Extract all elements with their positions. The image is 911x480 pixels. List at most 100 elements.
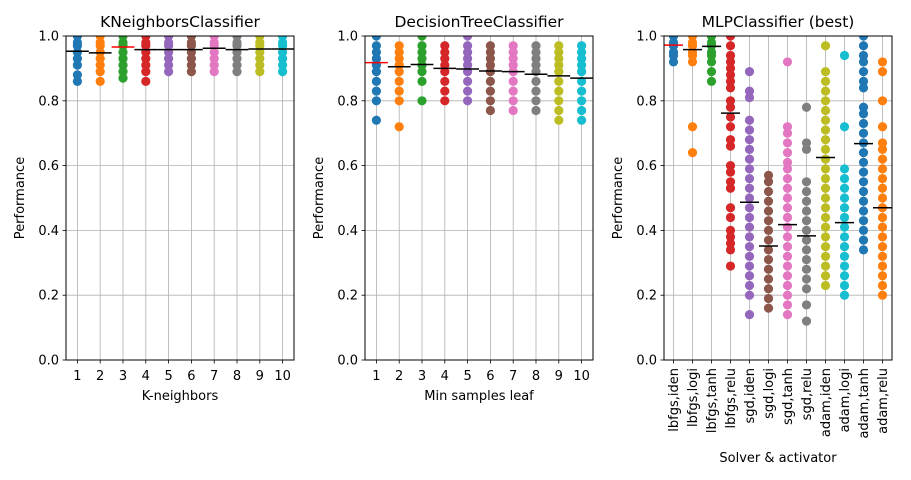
data-point xyxy=(463,60,473,70)
x-tick-label: 5 xyxy=(463,369,471,384)
data-point xyxy=(820,115,831,125)
data-point xyxy=(820,96,831,106)
data-point xyxy=(782,164,793,174)
data-point xyxy=(371,54,381,64)
data-point xyxy=(394,122,404,132)
data-point xyxy=(72,54,82,64)
data-point xyxy=(763,303,774,313)
data-point xyxy=(858,41,869,51)
data-point xyxy=(858,83,869,93)
data-point xyxy=(668,36,679,41)
data-point xyxy=(440,96,450,106)
data-point xyxy=(417,41,427,51)
data-point xyxy=(801,254,812,265)
data-point xyxy=(118,73,128,83)
data-point xyxy=(577,47,587,57)
data-point xyxy=(255,60,265,70)
data-point xyxy=(72,37,82,48)
y-tick-label: 0.6 xyxy=(38,159,59,174)
data-point xyxy=(744,242,755,252)
data-point xyxy=(508,47,518,57)
y-tick-label: 0.0 xyxy=(337,354,358,369)
data-point xyxy=(371,96,381,106)
panel-3: 0.0 0.2 0.4 0.6 0.8 1.0 lbfgs,iden lbfgs,logi lb… xyxy=(611,13,893,466)
data-point xyxy=(763,186,774,197)
data-point xyxy=(554,115,564,125)
data-point xyxy=(763,170,774,180)
data-point xyxy=(725,238,736,248)
data-point xyxy=(839,173,850,184)
x-tick-label: sgd,iden xyxy=(743,368,758,424)
data-point xyxy=(763,216,774,226)
data-point xyxy=(417,67,427,77)
data-point xyxy=(782,138,793,148)
data-point xyxy=(508,54,518,64)
data-point xyxy=(440,47,450,57)
data-point xyxy=(141,36,151,41)
y-tick-label: 1.0 xyxy=(337,30,358,45)
data-point xyxy=(858,102,869,112)
y-tick-label: 0.0 xyxy=(38,354,59,369)
data-point xyxy=(763,225,774,235)
x-tick-label: sgd,tanh xyxy=(781,368,796,425)
data-point xyxy=(371,76,381,86)
data-point xyxy=(877,164,888,174)
data-point xyxy=(877,280,888,291)
x-tick-label: 4 xyxy=(142,369,150,384)
x-tick-label: sgd,relu xyxy=(800,368,815,420)
data-point xyxy=(763,245,774,255)
x-tick-label: 3 xyxy=(119,369,127,384)
data-point xyxy=(531,60,541,70)
y-tick-label: 0.2 xyxy=(337,289,358,304)
data-point xyxy=(394,86,404,96)
data-point xyxy=(394,96,404,106)
data-point xyxy=(820,125,831,135)
x-tick-label: sgd,logi xyxy=(762,368,777,419)
data-point xyxy=(118,37,128,48)
data-point xyxy=(278,47,288,57)
data-point xyxy=(417,96,427,106)
data-point xyxy=(371,115,381,125)
data-point xyxy=(706,37,717,48)
data-point xyxy=(554,67,564,77)
data-point xyxy=(255,37,265,48)
data-point xyxy=(858,128,869,138)
data-point xyxy=(801,245,812,255)
data-point xyxy=(725,83,736,93)
data-point xyxy=(725,167,736,177)
data-point xyxy=(877,271,888,281)
data-point xyxy=(725,70,736,80)
x-tick-label: 9 xyxy=(256,369,264,384)
data-point xyxy=(278,67,288,77)
data-point xyxy=(782,300,793,310)
data-point xyxy=(820,242,831,252)
data-point xyxy=(577,96,587,106)
data-point xyxy=(782,212,793,223)
data-point xyxy=(877,96,888,106)
data-point xyxy=(371,67,381,77)
data-point xyxy=(801,186,812,197)
data-point xyxy=(744,222,755,232)
data-point xyxy=(463,47,473,57)
y-tick-label: 0.4 xyxy=(636,224,657,239)
data-point xyxy=(463,76,473,86)
data-point xyxy=(417,76,427,86)
data-point xyxy=(72,76,82,86)
data-point xyxy=(394,67,404,77)
data-point xyxy=(72,70,82,80)
data-point xyxy=(744,290,755,300)
data-point xyxy=(394,54,404,64)
data-point xyxy=(508,60,518,70)
data-point xyxy=(186,37,196,48)
data-point xyxy=(371,41,381,51)
data-point xyxy=(687,148,698,158)
data-point xyxy=(725,232,736,242)
x-tick-label: 1 xyxy=(73,369,81,384)
data-point xyxy=(278,37,288,48)
y-tick-label: 0.8 xyxy=(636,94,657,109)
data-point xyxy=(839,164,850,174)
data-point xyxy=(858,245,869,255)
data-point xyxy=(531,105,541,116)
data-point xyxy=(744,310,755,320)
data-point xyxy=(763,177,774,187)
